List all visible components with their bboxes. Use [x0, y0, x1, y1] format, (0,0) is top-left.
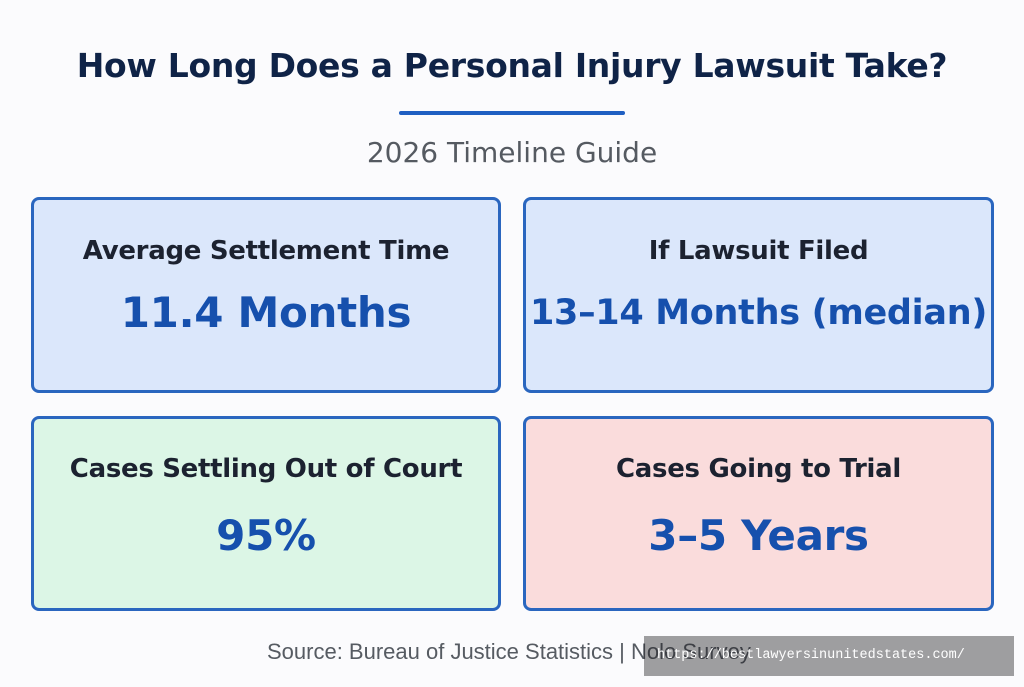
stat-value: 13–14 Months (median): [529, 293, 988, 333]
title-underline: [399, 111, 625, 115]
watermark-url: https://bestlawyersinunitedstates.com/: [644, 636, 1014, 676]
stat-card-settling-out-of-court: Cases Settling Out of Court 95%: [31, 416, 501, 611]
source-note: Source: Bureau of Justice Statistics | N…: [267, 639, 751, 664]
stat-label: Average Settlement Time: [82, 236, 450, 266]
stat-label: Cases Going to Trial: [616, 454, 901, 484]
stat-card-lawsuit-filed: If Lawsuit Filed 13–14 Months (median): [523, 197, 994, 393]
stat-card-average-settlement: Average Settlement Time 11.4 Months: [31, 197, 501, 393]
page-title: How Long Does a Personal Injury Lawsuit …: [76, 46, 948, 85]
stat-label: If Lawsuit Filed: [648, 236, 869, 266]
stat-label: Cases Settling Out of Court: [69, 454, 463, 484]
stat-value: 3–5 Years: [648, 511, 869, 560]
stat-value: 95%: [216, 511, 316, 560]
page-subtitle: 2026 Timeline Guide: [366, 136, 658, 169]
stat-value: 11.4 Months: [120, 288, 412, 337]
stat-card-going-to-trial: Cases Going to Trial 3–5 Years: [523, 416, 994, 611]
